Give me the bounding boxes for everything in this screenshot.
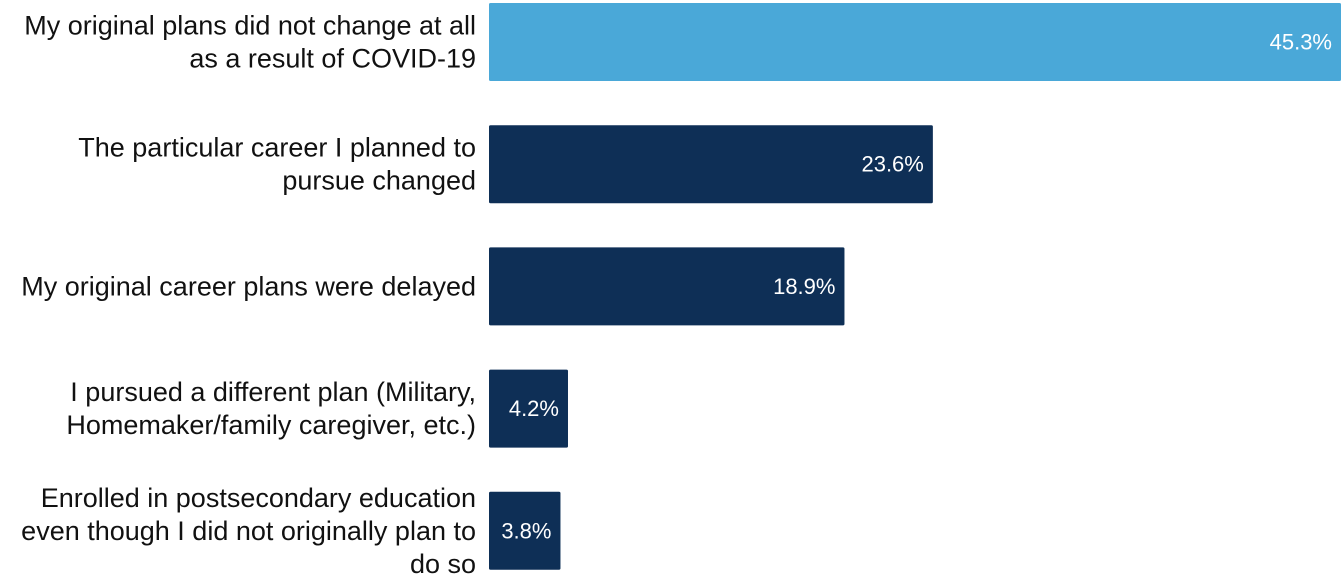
category-label-line: Enrolled in postsecondary education xyxy=(41,483,476,513)
category-label-line: pursue changed xyxy=(282,166,476,196)
category-label-1: My original plans did not change at all a… xyxy=(24,11,476,74)
category-label-line: I pursued a different plan (Military, xyxy=(70,377,476,407)
value-labels: 45.3% 23.6% 18.9% 4.2% 3.8% xyxy=(501,30,1332,544)
value-label-4: 4.2% xyxy=(509,396,559,421)
category-label-line: My original career plans were delayed xyxy=(21,271,476,301)
bar-5 xyxy=(489,491,561,570)
value-label-2: 23.6% xyxy=(861,152,923,177)
bar-4 xyxy=(489,369,568,448)
category-label-line: as a result of COVID-19 xyxy=(189,44,476,74)
value-label-1: 45.3% xyxy=(1270,30,1332,55)
category-label-line: Homemaker/family caregiver, etc.) xyxy=(66,410,476,440)
category-label-3: My original career plans were delayed xyxy=(21,271,476,301)
category-labels: My original plans did not change at all a… xyxy=(21,11,476,574)
category-label-5: Enrolled in postsecondary education even … xyxy=(21,483,476,574)
category-label-2: The particular career I planned to pursue… xyxy=(78,133,476,196)
bar-1 xyxy=(489,3,1341,81)
category-label-line: My original plans did not change at all xyxy=(24,11,476,41)
category-label-line: do so xyxy=(410,549,476,574)
category-label-line: even though I did not originally plan to xyxy=(21,516,476,546)
bar-2 xyxy=(489,125,933,204)
category-label-line: The particular career I planned to xyxy=(78,133,476,163)
value-label-3: 18.9% xyxy=(773,274,835,299)
value-label-5: 3.8% xyxy=(501,518,551,543)
bars xyxy=(489,3,1341,570)
bar-3 xyxy=(489,247,845,326)
category-label-4: I pursued a different plan (Military, Hom… xyxy=(66,377,476,440)
